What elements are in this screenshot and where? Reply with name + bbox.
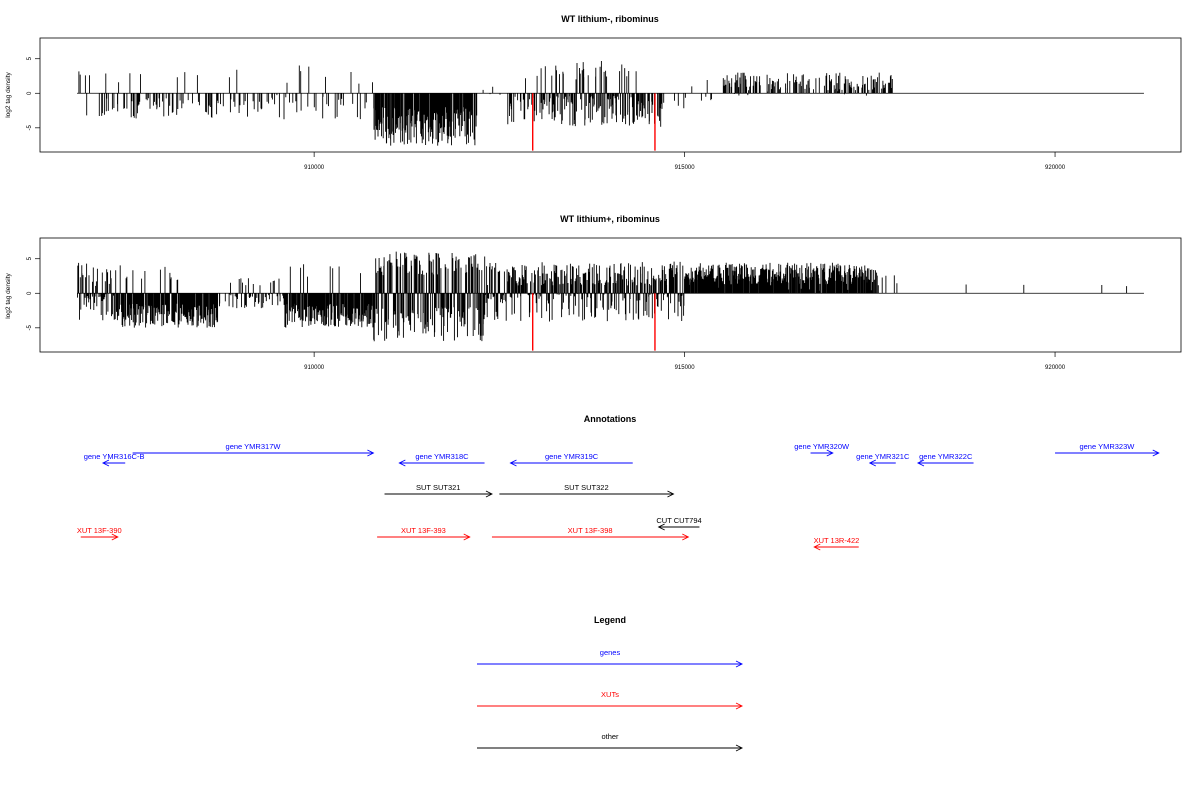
annotation-label: SUT SUT322	[564, 483, 608, 492]
annotation-label: gene YMR320W	[794, 442, 850, 451]
annotation-arrowhead	[509, 459, 517, 467]
annotation-label: gene YMR317W	[226, 442, 282, 451]
legend-item-genes: genes	[477, 648, 744, 668]
y-tick-label: 5	[27, 256, 33, 260]
annotations-title: Annotations	[584, 414, 637, 424]
panel-2-ylabel: log2 tag density	[5, 272, 12, 318]
annotation-arrowhead	[398, 459, 406, 467]
annotation-gene-ymr318c: gene YMR318C	[398, 452, 485, 467]
panel-1-bars	[77, 61, 1144, 151]
annotation-arrowhead	[916, 459, 925, 467]
annotation-gene-ymr323w: gene YMR323W	[1055, 442, 1160, 457]
annotation-tracks: gene YMR316C-B gene YMR317W gene YMR318C ge…	[77, 442, 1160, 551]
y-tick-label: -5	[27, 324, 33, 330]
annotation-arrowhead	[657, 523, 665, 531]
annotation-xut-13r-422: XUT 13R-422	[813, 536, 860, 551]
annotation-gene-ymr319c: gene YMR319C	[509, 452, 633, 467]
annotation-label: gene YMR322C	[919, 452, 973, 461]
annotation-sut-sut321: SUT SUT321	[384, 483, 493, 498]
y-tick-label: 0	[27, 291, 33, 295]
panel-2-axes: 910000 915000 920000 -5 0 5	[27, 256, 1066, 371]
annotation-arrowhead	[367, 449, 375, 457]
annotation-arrowhead	[111, 533, 119, 541]
panel-2-title: WT lithium+, ribominus	[560, 214, 660, 224]
x-tick-label: 910000	[304, 365, 325, 371]
annotation-label: XUT 13F-398	[568, 526, 613, 535]
annotation-gene-ymr321c: gene YMR321C	[856, 452, 910, 467]
panel-2-frame	[39, 237, 1182, 353]
annotation-label: gene YMR318C	[415, 452, 469, 461]
panel-2-bars	[77, 251, 1144, 351]
annotation-label: gene YMR321C	[856, 452, 910, 461]
annotation-arrowhead	[826, 449, 834, 457]
panel-lithium-plus: WT lithium+, ribominus log2 tag density …	[5, 214, 1182, 371]
annotation-arrowhead	[101, 459, 110, 467]
annotation-label: XUT 13F-393	[401, 526, 446, 535]
density-bars	[77, 251, 1128, 342]
y-tick-label: 0	[27, 91, 33, 95]
annotation-label: SUT SUT321	[416, 483, 460, 492]
annotation-gene-ymr316c-b: gene YMR316C-B	[84, 452, 145, 467]
x-tick-label: 915000	[675, 365, 696, 371]
x-tick-label: 915000	[675, 165, 696, 171]
annotation-arrowhead	[463, 533, 471, 541]
annotation-arrowhead	[813, 543, 821, 551]
legend-panel: Legend genes XUTs other	[477, 615, 744, 752]
annotation-gene-ymr320w: gene YMR320W	[794, 442, 850, 457]
annotation-label: gene YMR323W	[1079, 442, 1135, 451]
panel-1-ylabel: log2 tag density	[5, 71, 12, 117]
legend-item-xuts: XUTs	[477, 690, 744, 710]
annotation-gene-ymr317w: gene YMR317W	[132, 442, 375, 457]
density-bars	[78, 61, 893, 146]
annotation-label: CUT CUT794	[656, 516, 701, 525]
legend-arrowhead	[735, 744, 744, 752]
panel-1-axes: 910000 915000 920000 -5 0 5	[27, 56, 1066, 171]
annotation-label: gene YMR319C	[545, 452, 599, 461]
panel-1-title: WT lithium-, ribominus	[561, 14, 659, 24]
annotation-label: gene YMR316C-B	[84, 452, 145, 461]
panel-lithium-minus: WT lithium-, ribominus log2 tag density …	[5, 14, 1182, 171]
annotation-label: XUT 13F-390	[77, 526, 122, 535]
legend-label: genes	[600, 648, 621, 657]
legend-label: XUTs	[601, 690, 619, 699]
y-tick-label: -5	[27, 124, 33, 130]
legend-arrowhead	[735, 702, 744, 710]
x-tick-label: 920000	[1045, 165, 1066, 171]
annotation-xut-13f-390: XUT 13F-390	[77, 526, 122, 541]
annotation-arrowhead	[682, 533, 690, 541]
y-tick-label: 5	[27, 56, 33, 60]
legend-label: other	[601, 732, 619, 741]
annotation-sut-sut322: SUT SUT322	[499, 483, 675, 498]
x-tick-label: 910000	[304, 165, 325, 171]
legend-title: Legend	[594, 615, 626, 625]
annotation-xut-13f-398: XUT 13F-398	[491, 526, 690, 541]
x-tick-label: 920000	[1045, 365, 1066, 371]
annotation-arrowhead	[1152, 449, 1160, 457]
legend-item-other: other	[477, 732, 744, 752]
annotation-arrowhead	[485, 490, 493, 498]
annotation-arrowhead	[667, 490, 675, 498]
legend-items: genes XUTs other	[477, 648, 744, 752]
annotation-arrowhead	[868, 459, 877, 467]
annotation-cut-cut794: CUT CUT794	[656, 516, 702, 531]
annotation-label: XUT 13R-422	[814, 536, 860, 545]
panel-1-frame	[39, 37, 1182, 153]
legend-arrowhead	[735, 660, 744, 668]
annotation-gene-ymr322c: gene YMR322C	[916, 452, 974, 467]
annotation-xut-13f-393: XUT 13F-393	[377, 526, 471, 541]
